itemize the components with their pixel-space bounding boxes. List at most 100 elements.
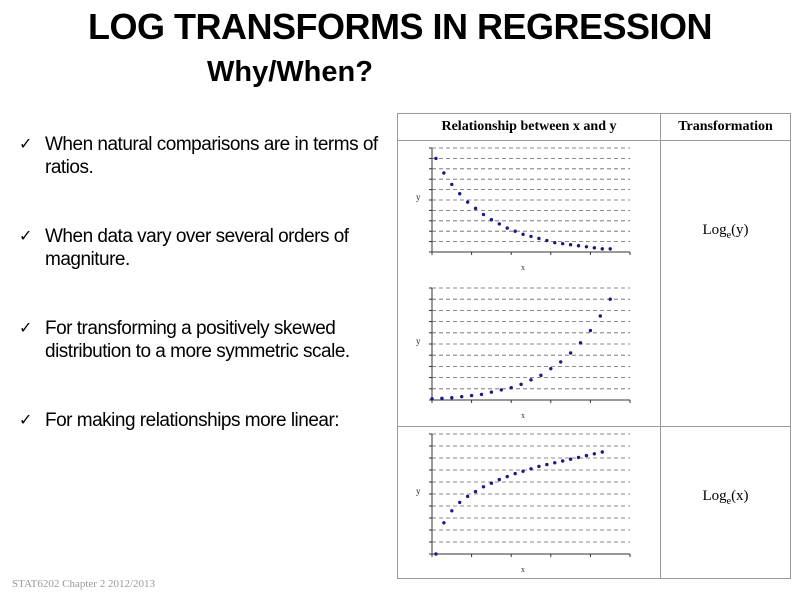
data-point — [450, 396, 454, 400]
data-point — [568, 243, 573, 247]
data-point — [481, 485, 486, 489]
data-point — [559, 360, 563, 364]
data-point — [434, 156, 438, 161]
header-relationship: Relationship between x and y — [398, 114, 660, 141]
data-point — [519, 382, 523, 387]
data-point — [576, 455, 581, 460]
data-point — [513, 471, 517, 476]
data-point — [576, 244, 581, 248]
data-point — [588, 328, 593, 333]
data-point — [521, 469, 525, 473]
row-divider — [398, 426, 790, 427]
data-point — [545, 462, 549, 467]
column-divider — [660, 114, 661, 578]
checkmark-icon: ✓ — [19, 136, 32, 153]
data-point — [549, 366, 553, 371]
data-point — [473, 206, 478, 211]
data-point — [430, 397, 434, 401]
data-point — [497, 477, 502, 482]
bullet-text: For making relationships more linear: — [45, 410, 340, 431]
data-point — [592, 246, 597, 250]
data-point — [608, 247, 612, 251]
data-point — [568, 457, 573, 461]
x-axis-label: x — [521, 565, 525, 574]
log-arg: (y) — [731, 222, 749, 238]
slide-subtitle: Why/When? — [207, 56, 373, 88]
data-point — [509, 385, 513, 390]
data-point — [489, 218, 494, 222]
bullet-item: ✓ For making relationships more linear: — [16, 409, 386, 432]
data-point — [537, 464, 541, 469]
checkmark-icon: ✓ — [19, 412, 32, 429]
data-point — [529, 467, 533, 471]
transform-table: Relationship between x and y Transformat… — [397, 113, 791, 579]
log-arg: (x) — [731, 488, 749, 504]
data-point — [489, 390, 494, 394]
header-transformation: Transformation — [661, 114, 790, 141]
footer-text: STAT6202 Chapter 2 2012/2013 — [12, 578, 156, 590]
transformation-log-x: Loge(x) — [661, 488, 790, 507]
bullet-text: For transforming a positively skewed dis… — [45, 318, 350, 362]
data-point — [568, 351, 573, 355]
data-point — [489, 481, 494, 485]
data-point — [434, 552, 438, 556]
data-point — [553, 461, 557, 465]
data-point — [513, 229, 517, 233]
slide-title: LOG TRANSFORMS IN REGRESSION — [87, 6, 713, 47]
data-point — [584, 453, 589, 458]
scatter-chart-2: xy — [416, 287, 631, 420]
data-point — [539, 373, 543, 378]
data-point — [521, 232, 525, 237]
x-axis-label: x — [521, 263, 525, 272]
data-point — [465, 200, 470, 204]
data-point — [584, 245, 589, 249]
data-point — [450, 182, 454, 187]
y-axis-label: y — [416, 336, 421, 346]
x-axis-label: x — [521, 411, 525, 420]
data-point — [529, 378, 533, 382]
data-point — [537, 236, 541, 241]
data-point — [473, 489, 478, 494]
data-point — [592, 452, 597, 456]
bullet-item: ✓ When data vary over several orders of … — [16, 225, 386, 271]
data-point — [578, 341, 583, 345]
log-subscript: e — [726, 230, 732, 241]
data-point — [600, 247, 604, 251]
checkmark-icon: ✓ — [19, 228, 32, 245]
data-point — [469, 393, 474, 398]
log-subscript: e — [726, 496, 732, 507]
transformation-log-y: Loge(y) — [661, 222, 790, 241]
data-point — [450, 509, 454, 513]
bullet-text: When natural comparisons are in terms of… — [45, 134, 378, 178]
data-point — [440, 396, 444, 401]
y-axis-label: y — [416, 486, 421, 496]
data-point — [499, 388, 503, 392]
data-point — [442, 521, 446, 525]
data-point — [608, 297, 612, 301]
bullet-list: ✓ When natural comparisons are in terms … — [16, 133, 386, 478]
data-point — [497, 222, 502, 226]
bullet-item: ✓ For transforming a positively skewed d… — [16, 317, 386, 363]
data-point — [553, 240, 557, 245]
bullet-text: When data vary over several orders of ma… — [45, 226, 349, 270]
log-base: Log — [702, 488, 727, 504]
data-point — [560, 459, 565, 463]
data-point — [481, 212, 486, 217]
data-point — [458, 500, 462, 505]
log-base: Log — [702, 222, 727, 238]
scatter-chart-3: xy — [416, 433, 631, 574]
data-point — [460, 394, 464, 399]
scatter-chart-1: xy — [416, 147, 631, 272]
data-point — [560, 241, 565, 246]
data-point — [529, 234, 533, 239]
bullet-item: ✓ When natural comparisons are in terms … — [16, 133, 386, 179]
data-point — [458, 192, 462, 196]
data-point — [465, 494, 470, 499]
data-point — [505, 226, 509, 230]
data-point — [505, 474, 509, 479]
y-axis-label: y — [416, 192, 421, 202]
data-point — [479, 392, 484, 397]
